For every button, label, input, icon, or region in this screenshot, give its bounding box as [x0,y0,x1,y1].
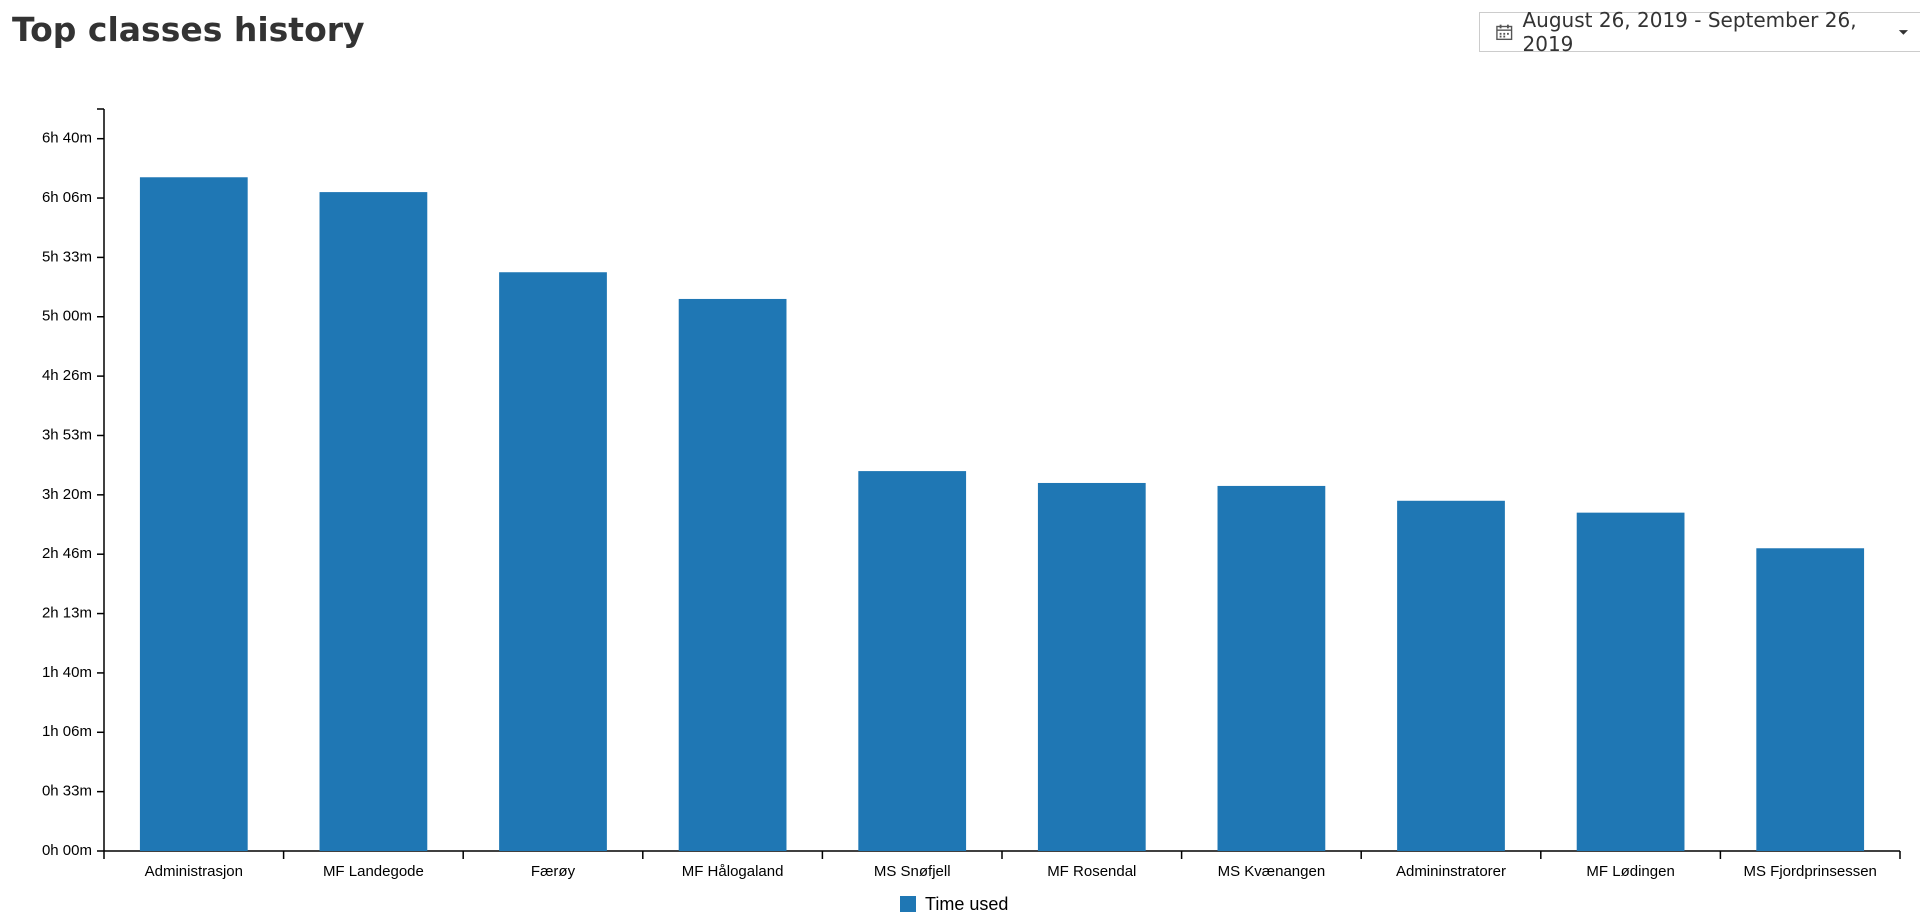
date-range-picker[interactable]: August 26, 2019 - September 26, 2019 [1479,8,1920,56]
y-tick-label: 0h 00m [42,842,92,859]
legend-swatch [900,896,916,912]
y-tick-label: 2h 13m [42,605,92,622]
y-tick-label: 6h 06m [42,189,92,206]
bar [1576,512,1685,851]
bar [678,298,787,851]
bar [319,192,428,851]
y-tick-label: 3h 53m [42,426,92,443]
bar [858,471,967,851]
y-tick-label: 6h 40m [42,130,92,147]
bar [139,177,248,851]
bar [1037,482,1146,851]
y-tick-label: 3h 20m [42,486,92,503]
y-tick-label: 4h 26m [42,367,92,384]
x-tick-label: MS Kvænangen [1218,863,1326,880]
y-tick-label: 5h 00m [42,308,92,325]
x-tick-label: MF Rosendal [1047,863,1136,880]
y-tick-label: 5h 33m [42,248,92,265]
bar [1397,500,1505,851]
legend-label: Time used [925,894,1008,914]
x-tick-label: Administrasjon [145,863,243,880]
dropdown-caret [1899,30,1909,35]
x-tick-label: MF Landegode [323,863,424,880]
x-tick-label: MF Hålogaland [682,863,784,880]
y-tick-label: 1h 40m [42,664,92,681]
y-tick-label: 2h 46m [42,545,92,562]
x-tick-label: MS Snøfjell [874,863,951,880]
x-tick-label: MF Lødingen [1586,863,1674,880]
x-tick-label: Færøy [531,863,576,880]
bar [499,272,607,851]
bar [1756,548,1865,851]
x-tick-label: Admininstratorer [1396,863,1506,880]
calendar-icon [1496,24,1513,41]
y-tick-label: 1h 06m [42,723,92,740]
x-tick-label: MS Fjordprinsessen [1744,863,1877,880]
chart-title: Top classes history [12,10,365,49]
y-tick-label: 0h 33m [42,783,92,800]
date-range-text: August 26, 2019 - September 26, 2019 [1522,8,1857,56]
bar [1217,485,1326,851]
